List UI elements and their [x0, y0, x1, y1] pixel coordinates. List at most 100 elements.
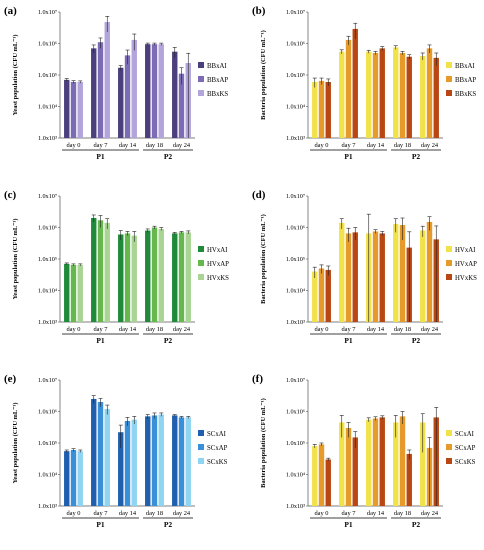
x-category-label: day 24 — [421, 510, 439, 517]
y-tick-label: 1.0x10⁴ — [286, 288, 305, 295]
group-label: P1 — [96, 152, 105, 161]
chart-panel-c: (c) Yeast population (CFU mL⁻¹) 1.0x10³ 1.0… — [4, 189, 229, 345]
bar-HVxAP-day0 — [318, 268, 325, 322]
bar-BBxAP-day18 — [151, 44, 158, 138]
bar-BBxAP-day24 — [426, 48, 433, 139]
bar-BBxAI-day24 — [420, 56, 426, 138]
bar-SCxKS-day7 — [104, 409, 110, 506]
legend-label: HVxAI — [455, 247, 476, 254]
bar-HVxAI-day0 — [312, 271, 318, 322]
x-category-label: day 7 — [341, 510, 356, 517]
legend-swatch — [198, 62, 204, 68]
bar-HVxAP-day14 — [124, 233, 131, 322]
bar-BBxAI-day7 — [91, 48, 97, 139]
x-category-label: day 7 — [341, 326, 356, 333]
bar-HVxAP-day18 — [399, 225, 406, 322]
legend-swatch — [446, 246, 452, 252]
y-tick-label: 1.0x10⁷ — [38, 193, 57, 200]
chart-panel-a: (a) Yeast population (CFU mL⁻¹) 1.0x10³ 1.0… — [4, 5, 228, 161]
bar-HVxAP-day24 — [426, 221, 433, 322]
group-label: P1 — [96, 520, 105, 529]
legend-label: SCxAI — [455, 431, 475, 438]
x-category-label: day 18 — [146, 142, 163, 149]
bar-SCxKS-day18 — [406, 453, 412, 506]
bar-HVxKS-day7 — [104, 222, 110, 322]
legend-label: BBxAI — [455, 63, 475, 70]
legend-label: BBxAP — [207, 77, 228, 84]
bar-BBxAI-day0 — [64, 79, 70, 138]
x-category-label: day 14 — [119, 326, 137, 333]
group-label: P2 — [164, 152, 173, 161]
legend-label: HVxAP — [455, 261, 477, 268]
x-category-label: day 7 — [93, 142, 108, 149]
legend-swatch — [198, 90, 204, 96]
y-tick-label: 1.0x10⁴ — [38, 472, 57, 479]
bar-SCxAI-day7 — [339, 422, 345, 506]
legend-swatch — [198, 246, 204, 252]
legend-swatch — [446, 430, 452, 436]
y-tick-label: 1.0x10⁷ — [286, 377, 305, 384]
legend-swatch — [446, 274, 452, 280]
bar-BBxAP-day24 — [178, 73, 185, 138]
y-tick-label: 1.0x10⁶ — [38, 409, 57, 416]
bar-HVxKS-day7 — [352, 232, 358, 322]
bar-HVxKS-day14 — [379, 233, 385, 322]
bar-BBxAP-day18 — [399, 52, 406, 138]
bar-BBxAI-day14 — [366, 51, 372, 138]
x-category-label: day 18 — [146, 326, 163, 333]
bar-SCxAP-day14 — [124, 420, 131, 506]
y-tick-label: 1.0x10³ — [38, 503, 57, 510]
legend-label: HVxAP — [207, 261, 229, 268]
x-category-label: day 14 — [367, 142, 385, 149]
bar-SCxAI-day18 — [393, 422, 399, 506]
bar-SCxKS-day0 — [325, 459, 331, 506]
y-tick-label: 1.0x10⁶ — [286, 409, 305, 416]
bar-BBxAP-day7 — [345, 39, 352, 139]
x-category-label: day 14 — [367, 510, 385, 517]
bar-SCxKS-day24 — [185, 417, 191, 506]
legend-swatch — [446, 444, 452, 450]
x-category-label: day 24 — [421, 142, 439, 149]
legend-label: SCxAP — [455, 445, 476, 452]
x-category-label: day 14 — [119, 510, 137, 517]
legend-swatch — [446, 62, 452, 68]
chart-panel-b: (b) Bacteria population (CFU mL⁻¹) 1.0x10³… — [252, 5, 476, 161]
bar-HVxAI-day14 — [118, 234, 124, 322]
y-axis-label: Bacteria population (CFU mL⁻¹) — [260, 214, 267, 304]
bar-BBxAP-day0 — [70, 81, 77, 138]
bar-HVxKS-day18 — [158, 228, 164, 322]
bar-BBxKS-day14 — [131, 39, 137, 139]
bar-SCxAI-day0 — [312, 446, 318, 506]
x-category-label: day 7 — [93, 326, 108, 333]
y-axis-label: Bacteria population (CFU mL⁻¹) — [260, 398, 267, 488]
y-axis-label: Yeast population (CFU mL⁻¹) — [12, 402, 19, 483]
bar-HVxAI-day24 — [172, 233, 178, 322]
bar-BBxAI-day0 — [312, 81, 318, 138]
x-category-label: day 7 — [93, 510, 108, 517]
legend-swatch — [198, 458, 204, 464]
x-category-label: day 0 — [314, 510, 328, 517]
bar-HVxAP-day24 — [178, 232, 185, 322]
bar-SCxAP-day24 — [178, 417, 185, 506]
bar-HVxKS-day24 — [185, 232, 191, 322]
bar-BBxAI-day14 — [118, 67, 124, 138]
legend-swatch — [198, 444, 204, 450]
group-label: P1 — [96, 336, 105, 345]
x-category-label: day 24 — [173, 326, 191, 333]
bar-HVxAI-day7 — [339, 222, 345, 322]
y-axis-label: Yeast population (CFU mL⁻¹) — [12, 34, 19, 115]
panel-label: (f) — [252, 373, 263, 385]
legend-swatch — [198, 260, 204, 266]
bar-BBxKS-day7 — [352, 28, 358, 138]
y-tick-label: 1.0x10³ — [286, 135, 305, 142]
x-category-label: day 18 — [146, 510, 163, 517]
y-tick-label: 1.0x10⁵ — [38, 440, 57, 447]
x-category-label: day 0 — [314, 142, 328, 149]
panel-label: (e) — [4, 373, 17, 385]
legend-label: SCxAP — [207, 445, 228, 452]
bar-BBxKS-day7 — [104, 22, 110, 138]
x-category-label: day 24 — [173, 142, 191, 149]
legend-label: HVxKS — [207, 275, 229, 282]
bar-BBxAP-day0 — [318, 80, 325, 138]
y-axis-label: Bacteria population (CFU mL⁻¹) — [260, 30, 267, 120]
